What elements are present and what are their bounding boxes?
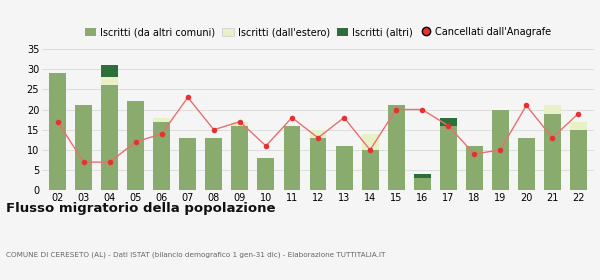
Bar	[154, 122, 170, 190]
Bar	[101, 85, 118, 190]
Bar	[362, 150, 379, 190]
Bar	[518, 138, 535, 190]
Bar	[205, 138, 223, 190]
Point	[313, 136, 323, 140]
Point	[469, 152, 479, 156]
Point	[53, 119, 62, 124]
Bar	[440, 118, 457, 126]
Bar	[388, 106, 404, 190]
Bar	[284, 126, 301, 190]
Bar	[232, 122, 248, 126]
Bar	[335, 146, 353, 190]
Bar	[570, 130, 587, 190]
Point	[209, 127, 218, 132]
Bar	[362, 134, 379, 150]
Bar	[257, 158, 274, 190]
Bar	[544, 106, 561, 114]
Bar	[127, 101, 144, 190]
Bar	[570, 122, 587, 130]
Point	[365, 148, 375, 152]
Bar	[413, 178, 431, 190]
Bar	[232, 126, 248, 190]
Text: COMUNE DI CERESETO (AL) - Dati ISTAT (bilancio demografico 1 gen-31 dic) - Elabo: COMUNE DI CERESETO (AL) - Dati ISTAT (bi…	[6, 252, 385, 258]
Bar	[101, 65, 118, 77]
Bar	[492, 109, 509, 190]
Point	[574, 111, 583, 116]
Bar	[75, 106, 92, 190]
Point	[235, 119, 245, 124]
Bar	[49, 73, 66, 190]
Legend: Iscritti (da altri comuni), Iscritti (dall'estero), Iscritti (altri), Cancellati: Iscritti (da altri comuni), Iscritti (da…	[85, 27, 551, 37]
Point	[521, 103, 531, 108]
Point	[418, 107, 427, 112]
Bar	[544, 114, 561, 190]
Point	[183, 95, 193, 100]
Point	[339, 115, 349, 120]
Point	[391, 107, 401, 112]
Bar	[310, 130, 326, 138]
Point	[79, 160, 88, 164]
Point	[157, 132, 167, 136]
Point	[443, 123, 453, 128]
Bar	[466, 146, 482, 190]
Point	[548, 136, 557, 140]
Bar	[440, 126, 457, 190]
Bar	[179, 138, 196, 190]
Bar	[101, 77, 118, 85]
Point	[105, 160, 115, 164]
Point	[261, 144, 271, 148]
Point	[131, 140, 140, 144]
Bar	[413, 174, 431, 178]
Bar	[310, 138, 326, 190]
Point	[287, 115, 297, 120]
Text: Flusso migratorio della popolazione: Flusso migratorio della popolazione	[6, 202, 275, 214]
Point	[496, 148, 505, 152]
Bar	[154, 118, 170, 122]
